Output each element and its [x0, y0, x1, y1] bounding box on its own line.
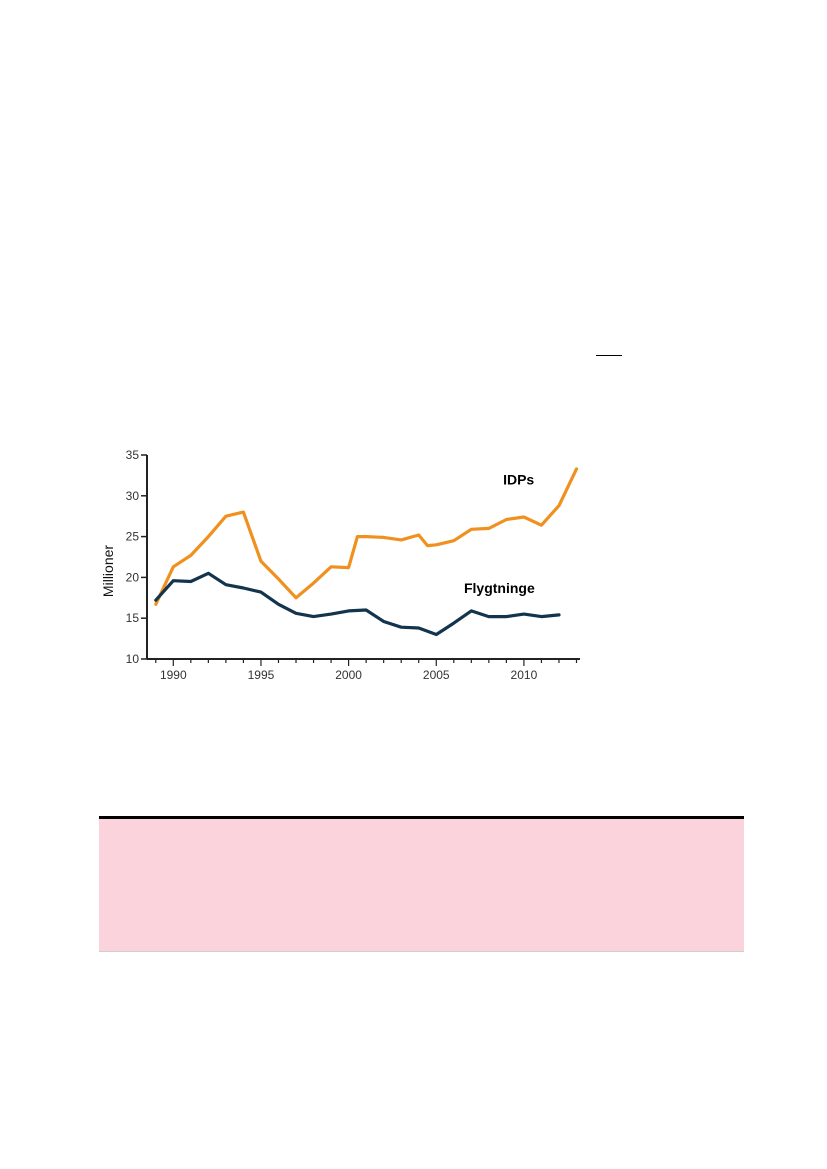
y-axis-label: Millioner — [100, 545, 116, 597]
axes — [146, 455, 580, 660]
x-tick-label: 1995 — [248, 668, 275, 682]
x-tick-label: 2010 — [511, 668, 538, 682]
y-tick-label: 10 — [126, 652, 140, 666]
y-tick-label: 15 — [126, 611, 140, 625]
x-tick-label: 2005 — [423, 668, 450, 682]
series-lines — [154, 467, 579, 637]
chart-svg: 10 15 20 25 30 35 1990 1995 2000 2005 2010 Millio… — [100, 448, 580, 682]
short-rule — [596, 355, 622, 356]
y-tick-label: 25 — [126, 530, 140, 544]
x-tick-label: 2000 — [335, 668, 362, 682]
series-label-flygtninge: Flygtninge — [464, 580, 535, 596]
y-ticks: 10 15 20 25 30 35 — [126, 448, 147, 666]
series-labels: IDPs Flygtninge — [464, 471, 535, 596]
highlight-box — [99, 816, 744, 952]
y-tick-label: 35 — [126, 448, 140, 462]
series-label-idps: IDPs — [503, 471, 534, 487]
series-line-idps — [154, 467, 579, 606]
line-chart: 10 15 20 25 30 35 1990 1995 2000 2005 2010 Millio… — [95, 440, 595, 685]
y-tick-label: 30 — [126, 489, 140, 503]
x-ticks: 1990 1995 2000 2005 2010 — [155, 659, 578, 682]
series-line-flygtninge — [154, 571, 561, 637]
x-tick-label: 1990 — [160, 668, 187, 682]
y-tick-label: 20 — [126, 570, 140, 584]
